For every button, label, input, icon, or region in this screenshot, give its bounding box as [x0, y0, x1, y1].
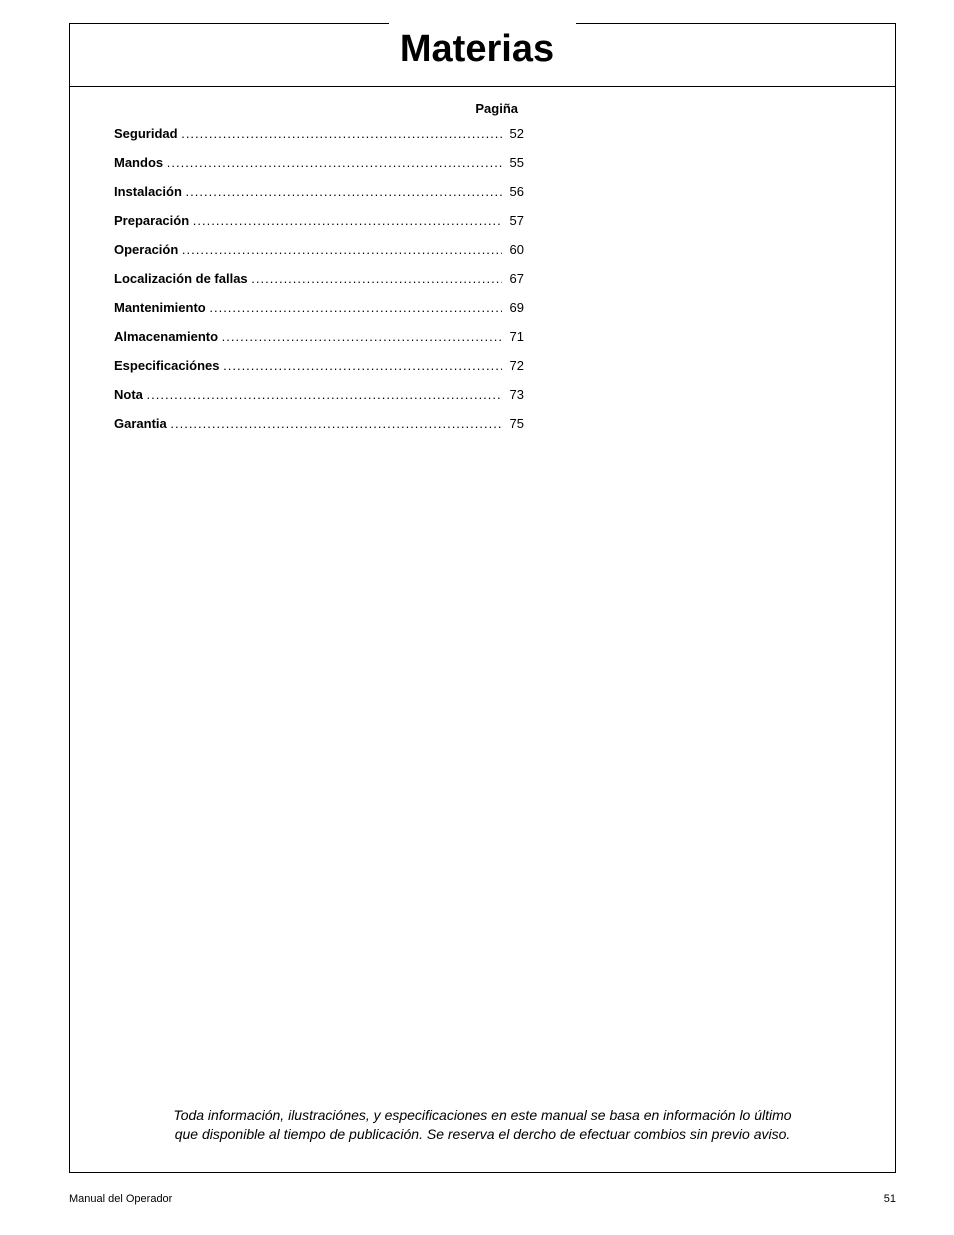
toc-label: Instalación [114, 184, 182, 199]
toc-label: Almacenamiento [114, 329, 218, 344]
toc-label: Especificaciónes [114, 358, 220, 373]
toc-page: 57 [506, 213, 524, 228]
toc-column-header: Pagiña [114, 101, 524, 116]
footer-page-number: 51 [884, 1193, 896, 1205]
toc-label: Mantenimiento [114, 300, 206, 315]
toc-page: 60 [506, 242, 524, 257]
content-box: Pagiña Seguridad 52 Mandos 55 Instalació… [69, 86, 896, 1173]
toc-leader-dots [223, 358, 502, 373]
toc-leader-dots [182, 242, 502, 257]
toc-page: 73 [506, 387, 524, 402]
toc-label: Nota [114, 387, 143, 402]
toc-page: 69 [506, 300, 524, 315]
toc-row: Localización de fallas 67 [114, 271, 524, 286]
toc-page: 55 [506, 155, 524, 170]
toc-leader-dots [186, 184, 502, 199]
footer-left: Manual del Operador [69, 1193, 172, 1205]
toc-page: 75 [506, 416, 524, 431]
toc-leader-dots [147, 387, 502, 402]
toc-leader-dots [181, 126, 502, 141]
toc-row: Especificaciónes 72 [114, 358, 524, 373]
toc-page: 72 [506, 358, 524, 373]
toc-page: 67 [506, 271, 524, 286]
toc-leader-dots [222, 329, 502, 344]
toc-row: Almacenamiento 71 [114, 329, 524, 344]
toc-row: Nota 73 [114, 387, 524, 402]
toc-row: Preparación 57 [114, 213, 524, 228]
toc-label: Operación [114, 242, 178, 257]
page-title: Materias [0, 28, 954, 71]
toc-leader-dots [251, 271, 502, 286]
toc-row: Operación 60 [114, 242, 524, 257]
toc-leader-dots [167, 155, 502, 170]
toc-leader-dots [209, 300, 502, 315]
toc-leader-dots [170, 416, 502, 431]
toc-row: Mandos 55 [114, 155, 524, 170]
toc-page: 52 [506, 126, 524, 141]
toc-page: 56 [506, 184, 524, 199]
toc-row: Garantia 75 [114, 416, 524, 431]
disclaimer-text: Toda información, ilustraciónes, y espec… [70, 1106, 895, 1144]
toc-row: Instalación 56 [114, 184, 524, 199]
table-of-contents: Pagiña Seguridad 52 Mandos 55 Instalació… [114, 101, 524, 445]
toc-label: Preparación [114, 213, 189, 228]
toc-label: Garantia [114, 416, 167, 431]
toc-label: Mandos [114, 155, 163, 170]
toc-page: 71 [506, 329, 524, 344]
toc-label: Seguridad [114, 126, 178, 141]
toc-label: Localización de fallas [114, 271, 248, 286]
header-rule-right [576, 23, 896, 24]
page: Materias Pagiña Seguridad 52 Mandos 55 I… [0, 0, 954, 1235]
toc-leader-dots [193, 213, 502, 228]
toc-row: Mantenimiento 69 [114, 300, 524, 315]
toc-row: Seguridad 52 [114, 126, 524, 141]
header-rule-left [69, 23, 389, 24]
